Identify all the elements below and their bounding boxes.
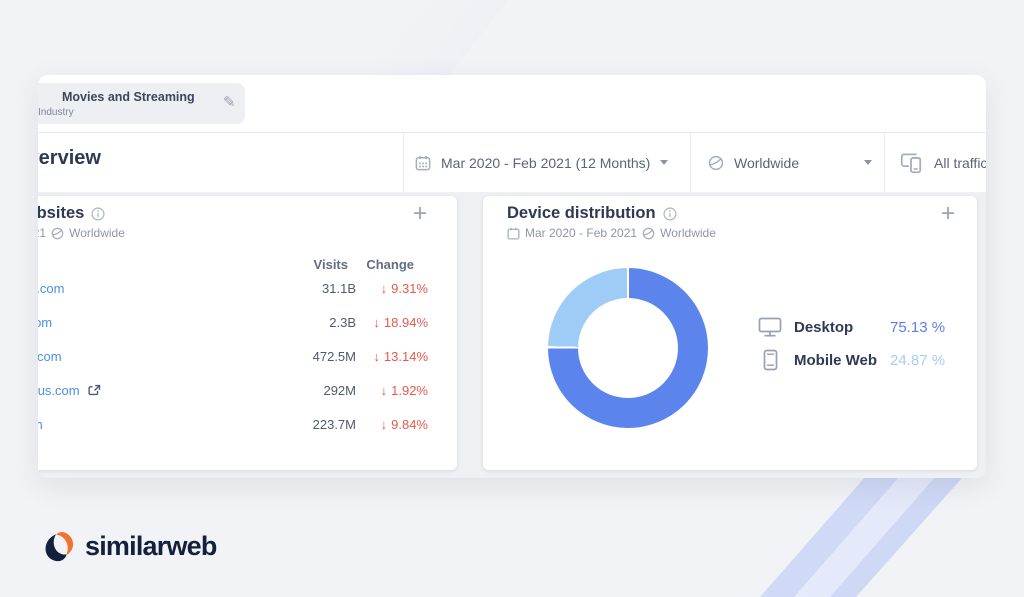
info-icon[interactable]: [91, 206, 105, 221]
dashboard-panel: Movies and Streaming Industry ✎ Overview…: [38, 75, 986, 478]
device-distribution-title: Device distribution: [507, 204, 656, 222]
visits-value: 2.3B: [329, 315, 356, 330]
top-websites-card: Top websites Mar 2020 - Feb 2021 Worldwi…: [38, 196, 457, 470]
date-range-label: Mar 2020 - Feb 2021 (12 Months): [441, 154, 651, 171]
down-arrow-icon: ↓: [373, 349, 380, 364]
industry-tab-title: Movies and Streaming: [62, 90, 195, 104]
similarweb-logo: similarweb: [44, 531, 217, 562]
legend-label: Desktop: [794, 318, 854, 336]
legend-value: 75.13 %: [890, 318, 946, 336]
change-value: ↓ 13.14%: [373, 349, 428, 364]
add-to-dashboard-icon[interactable]: +: [412, 200, 427, 227]
similarweb-logo-mark-icon: [44, 531, 75, 562]
globe-icon: [642, 227, 655, 240]
chevron-down-icon: [864, 160, 872, 165]
traffic-label: All traffic: [934, 154, 986, 171]
external-link-icon[interactable]: [87, 384, 101, 397]
traffic-filter[interactable]: All traffic: [898, 133, 986, 192]
table-row: youtube.com 31.1B ↓9.31%: [38, 281, 457, 303]
divider: [38, 132, 986, 133]
table-row: hulu.com 223.7M ↓9.84%: [38, 417, 457, 439]
website-link[interactable]: netflix.com: [38, 315, 53, 330]
chevron-down-icon: [660, 160, 669, 165]
similarweb-logo-text: similarweb: [85, 531, 217, 561]
add-to-dashboard-icon[interactable]: +: [940, 200, 955, 227]
column-header-change: Change: [366, 257, 414, 272]
down-arrow-icon: ↓: [380, 281, 388, 296]
calendar-icon: [415, 155, 431, 171]
website-link[interactable]: fandom.com: [38, 349, 62, 364]
desktop-icon: [758, 317, 782, 338]
top-websites-title: Top websites: [38, 204, 85, 222]
table-row: fandom.com 472.5M ↓13.14%: [38, 349, 457, 371]
down-arrow-icon: ↓: [373, 315, 380, 330]
devices-icon: [898, 152, 924, 174]
page-title: Overview: [38, 147, 101, 169]
card-geo-label: Worldwide: [69, 226, 125, 240]
website-link[interactable]: youtube.com: [38, 281, 65, 296]
visits-value: 31.1B: [322, 281, 356, 296]
divider: [403, 133, 404, 192]
mobile-icon: [758, 349, 782, 371]
legend-value: 24.87 %: [890, 351, 946, 369]
geo-filter[interactable]: Worldwide: [708, 133, 872, 192]
edit-icon[interactable]: ✎: [223, 94, 236, 111]
date-range-filter[interactable]: Mar 2020 - Feb 2021 (12 Months): [415, 133, 669, 192]
visits-value: 223.7M: [312, 417, 356, 432]
globe-icon: [51, 227, 64, 240]
card-date-label: Mar 2020 - Feb 2021: [38, 226, 47, 240]
card-date-label: Mar 2020 - Feb 2021: [525, 226, 638, 240]
info-icon[interactable]: [662, 206, 677, 221]
legend-row-desktop: Desktop 75.13 %: [758, 314, 945, 340]
website-link[interactable]: disneyplus.com: [38, 383, 101, 398]
device-legend: Desktop 75.13 % Mobile Web 24.87 %: [758, 314, 945, 373]
industry-tab-subtitle: Industry: [38, 107, 74, 118]
industry-tab[interactable]: Movies and Streaming Industry ✎: [38, 83, 245, 124]
device-donut-chart[interactable]: [548, 268, 708, 428]
legend-row-mobile: Mobile Web 24.87 %: [758, 347, 945, 373]
globe-icon: [708, 155, 724, 171]
visits-value: 292M: [323, 383, 356, 398]
table-row: disneyplus.com 292M ↓1.92%: [38, 383, 457, 405]
device-distribution-card: Device distribution Mar 2020 - Feb 2021 …: [483, 196, 977, 470]
table-row: netflix.com 2.3B ↓18.94%: [38, 315, 457, 337]
column-header-visits: Visits: [313, 257, 348, 272]
change-value: ↓ 18.94%: [373, 315, 428, 330]
calendar-icon: [507, 227, 520, 240]
change-value: ↓ 9.84%: [380, 417, 428, 432]
divider: [884, 133, 885, 192]
change-value: ↓ 1.92%: [380, 383, 428, 398]
visits-value: 472.5M: [312, 349, 356, 364]
website-link[interactable]: hulu.com: [38, 417, 43, 432]
down-arrow-icon: ↓: [380, 417, 388, 432]
card-geo-label: Worldwide: [660, 226, 716, 240]
legend-label: Mobile Web: [794, 351, 878, 369]
geo-label: Worldwide: [734, 154, 800, 171]
change-value: ↓ 9.31%: [380, 281, 428, 296]
down-arrow-icon: ↓: [380, 383, 388, 398]
divider: [690, 133, 691, 192]
